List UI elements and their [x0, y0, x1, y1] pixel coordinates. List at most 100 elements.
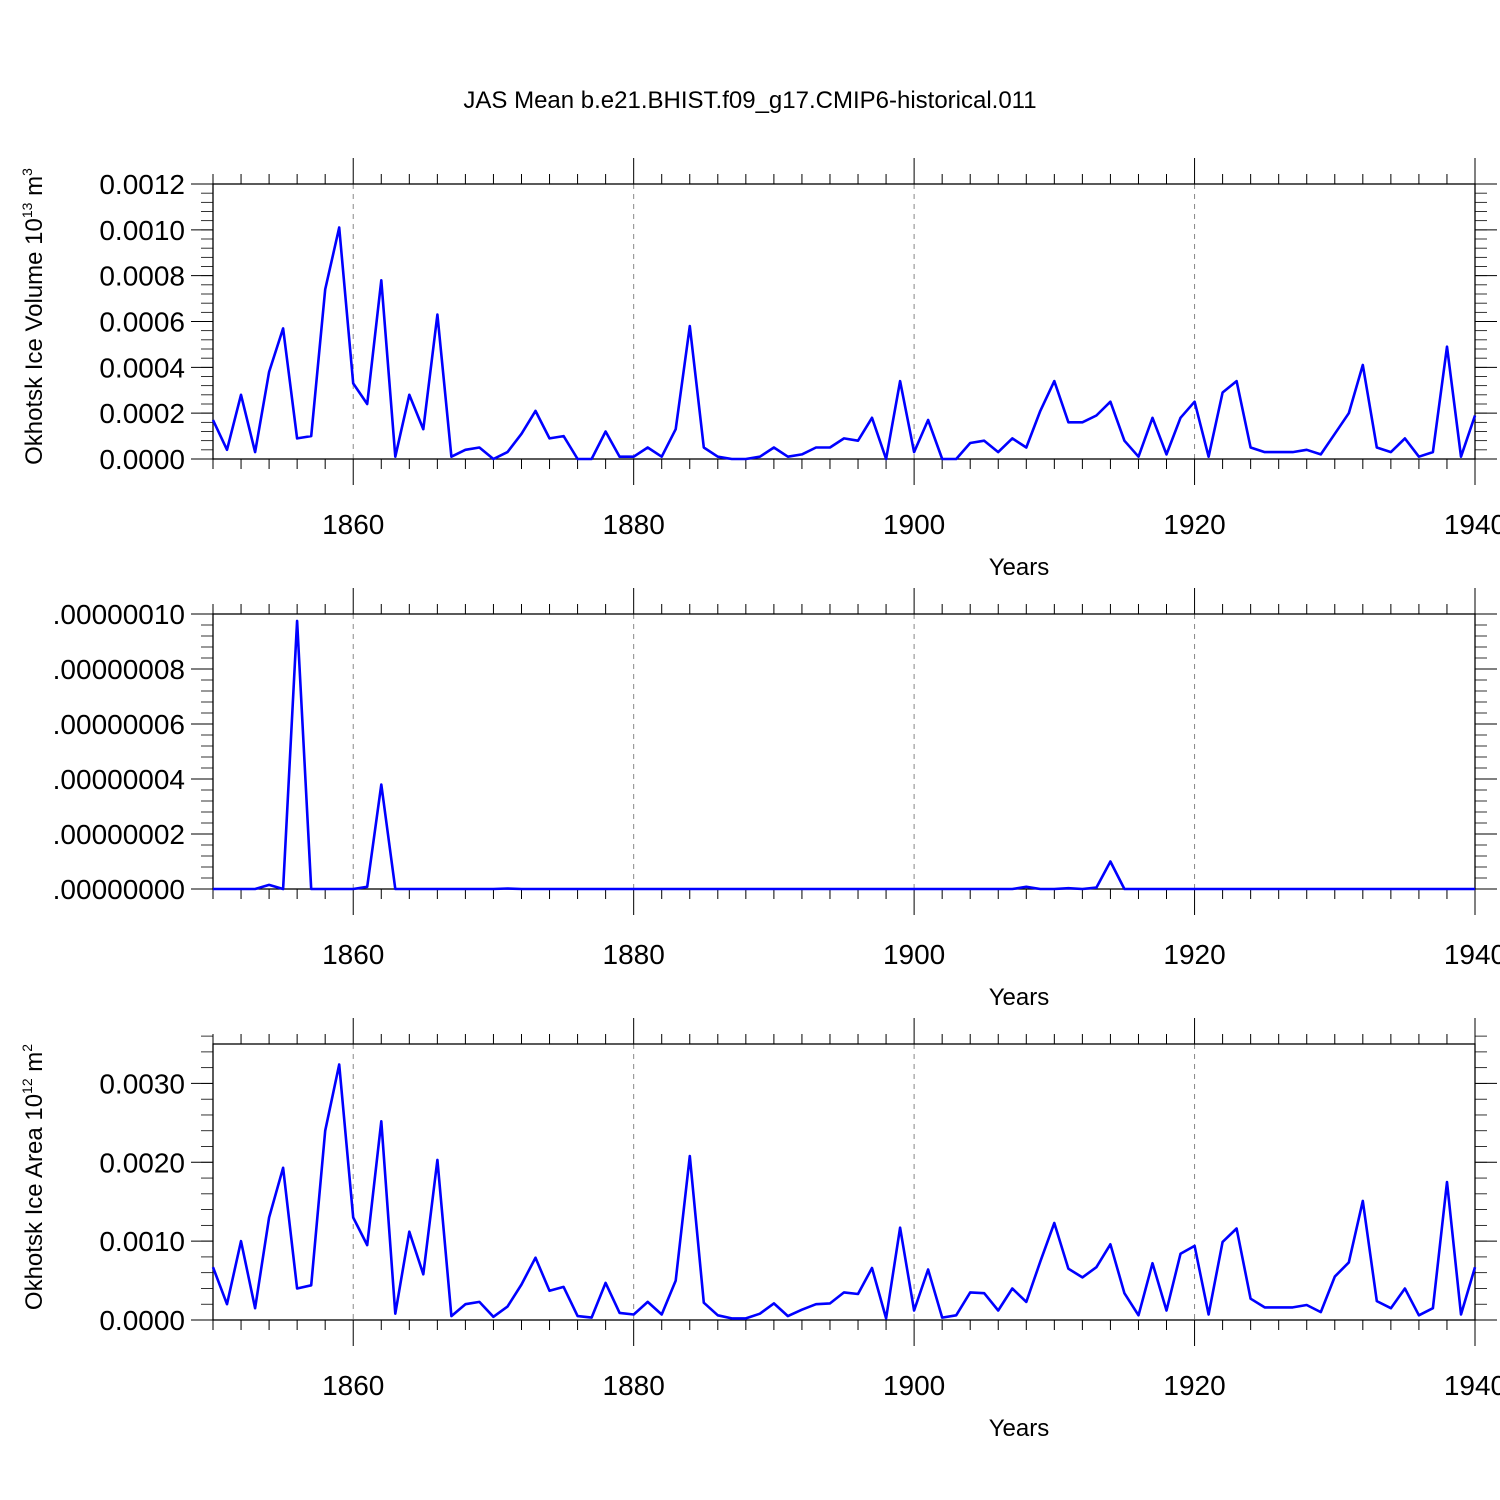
data-point	[1109, 1243, 1111, 1245]
data-point	[1418, 888, 1420, 890]
data-point	[815, 888, 817, 890]
data-point	[576, 1315, 578, 1317]
data-point	[562, 888, 564, 890]
data-point	[997, 1309, 999, 1311]
data-point	[422, 1273, 424, 1275]
data-point	[1165, 888, 1167, 890]
y-tick-label: 0.0020	[99, 1147, 185, 1178]
data-point	[1474, 1266, 1476, 1268]
data-point	[1460, 888, 1462, 890]
data-point	[941, 888, 943, 890]
data-point	[1334, 888, 1336, 890]
data-point	[1474, 414, 1476, 416]
data-point	[1207, 456, 1209, 458]
data-point	[689, 888, 691, 890]
data-point	[1474, 888, 1476, 890]
x-tick-label: 1880	[603, 509, 665, 540]
data-point	[843, 888, 845, 890]
data-point	[1165, 1309, 1167, 1311]
data-point	[829, 888, 831, 890]
data-point	[1249, 446, 1251, 448]
data-point	[927, 1268, 929, 1270]
data-point	[422, 428, 424, 430]
y-tick-label: .00000010	[53, 599, 185, 630]
y-tick-label: 0.0030	[99, 1068, 185, 1099]
y-tick-label: 0.0010	[99, 215, 185, 246]
data-point	[1025, 886, 1027, 888]
data-point	[969, 1291, 971, 1293]
data-point	[366, 1244, 368, 1246]
panel-3: 0.0000 0.0010 0.0020 0.0030 1860 1880 1900 1920…	[19, 1018, 1500, 1442]
y-tick-label: 0.0002	[99, 398, 185, 429]
x-tick-label: 1860	[322, 509, 384, 540]
y-tick-label: 0.0010	[99, 1226, 185, 1257]
data-point	[969, 442, 971, 444]
data-point	[310, 888, 312, 890]
y-tick-label: .00000008	[53, 654, 185, 685]
data-point	[1306, 888, 1308, 890]
data-point	[492, 458, 494, 460]
data-point	[871, 888, 873, 890]
data-point	[534, 888, 536, 890]
data-point	[240, 888, 242, 890]
data-point	[1193, 888, 1195, 890]
data-point	[1179, 417, 1181, 419]
data-point	[1179, 888, 1181, 890]
data-point	[1376, 446, 1378, 448]
data-point	[745, 1317, 747, 1319]
y-tick-label: 0.0008	[99, 261, 185, 292]
y-axis-label: Okhotsk Ice Volume 1013 m3	[19, 168, 48, 465]
data-point	[548, 1290, 550, 1292]
data-point	[1123, 439, 1125, 441]
data-point	[843, 1291, 845, 1293]
data-point	[1376, 888, 1378, 890]
data-point	[506, 887, 508, 889]
x-axis-label: Years	[989, 1415, 1050, 1442]
data-point	[618, 888, 620, 890]
data-point	[212, 1266, 214, 1268]
data-point	[689, 1155, 691, 1157]
data-point	[464, 888, 466, 890]
data-point	[1179, 1253, 1181, 1255]
chart-panels: 0.00000.00020.00040.00060.00080.00100.00…	[19, 158, 1500, 1442]
data-point	[618, 456, 620, 458]
data-point	[408, 1230, 410, 1232]
data-point	[408, 394, 410, 396]
y-tick-label: .00000002	[53, 819, 185, 850]
data-point	[955, 1314, 957, 1316]
data-point	[745, 458, 747, 460]
data-point	[604, 1282, 606, 1284]
data-point	[240, 394, 242, 396]
x-tick-label: 1920	[1163, 509, 1225, 540]
data-point	[534, 410, 536, 412]
data-point	[1348, 412, 1350, 414]
data-point	[1432, 888, 1434, 890]
data-point	[1039, 410, 1041, 412]
x-tick-label: 1880	[603, 1370, 665, 1401]
data-point	[478, 446, 480, 448]
data-point	[1039, 888, 1041, 890]
data-point	[675, 428, 677, 430]
data-point	[927, 419, 929, 421]
data-point	[282, 327, 284, 329]
data-point	[983, 888, 985, 890]
data-point	[226, 888, 228, 890]
data-point	[661, 1313, 663, 1315]
data-point	[324, 1130, 326, 1132]
data-point	[913, 1309, 915, 1311]
data-point	[955, 458, 957, 460]
data-point	[1306, 1304, 1308, 1306]
data-point	[1446, 888, 1448, 890]
data-point	[1460, 1313, 1462, 1315]
data-point	[226, 1303, 228, 1305]
data-point	[590, 1316, 592, 1318]
data-point	[226, 449, 228, 451]
data-point	[997, 888, 999, 890]
data-point	[885, 458, 887, 460]
data-point	[338, 1063, 340, 1065]
data-point	[1404, 437, 1406, 439]
x-axis-label: Years	[989, 554, 1050, 581]
data-point	[829, 1302, 831, 1304]
data-point	[632, 456, 634, 458]
